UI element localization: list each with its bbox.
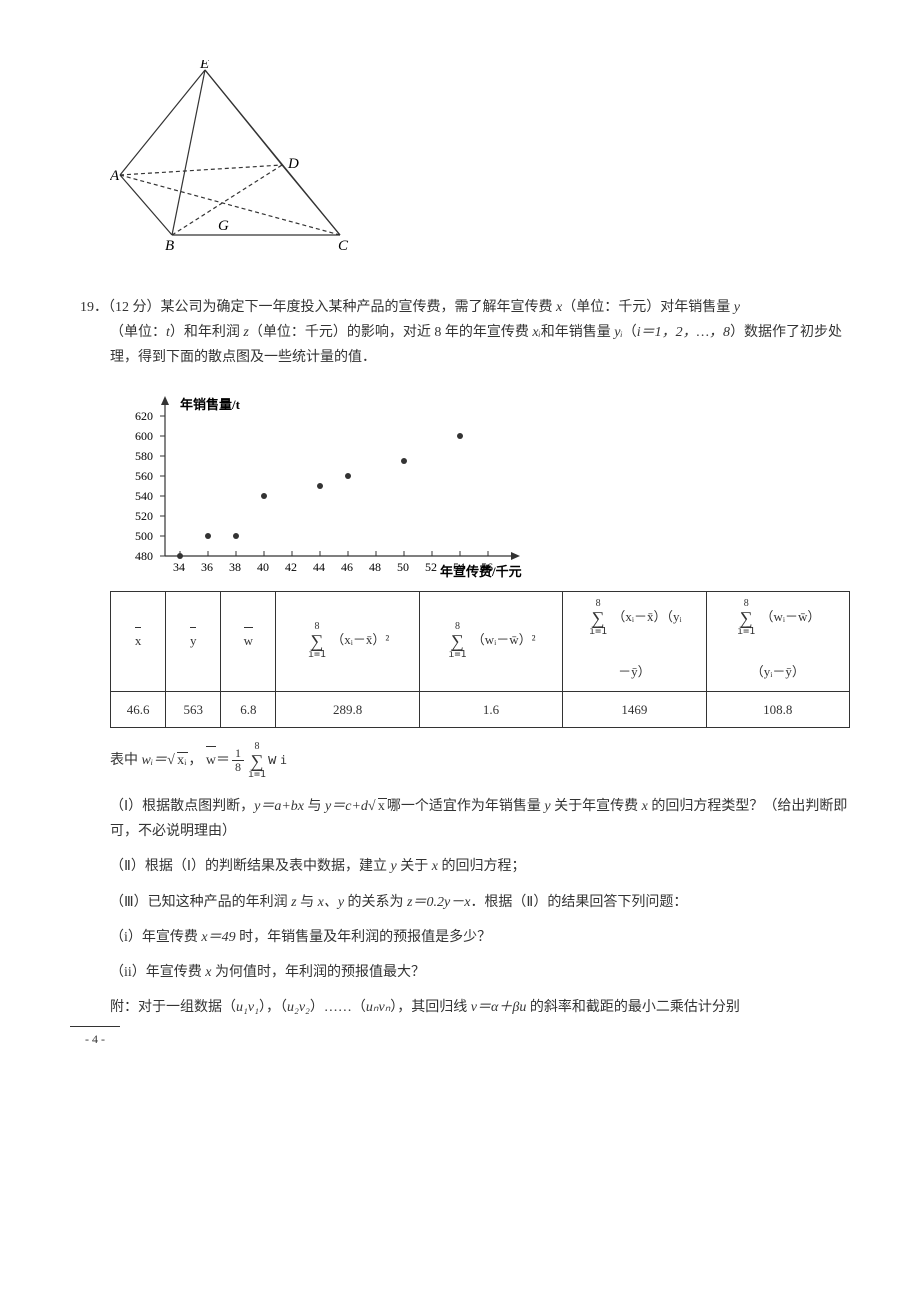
td-v2: 563 (166, 691, 221, 727)
td-v6: 1469 (563, 691, 706, 727)
svg-text:38: 38 (229, 560, 241, 574)
question-3i: （i）年宣传费 x＝49 时，年销售量及年利润的预报值是多少？ (110, 925, 850, 950)
svg-text:48: 48 (369, 560, 381, 574)
appendix: 附：对于一组数据（u₁ν₁），（u₂ν₂）……（uₙνₙ），其回归线 ν＝α＋β… (110, 995, 850, 1020)
table-header-row: x y w 8∑i=1 （xᵢ－x̄）² 8∑i=1 （wᵢ－w̄）² 8∑i=… (111, 591, 850, 691)
svg-text:560: 560 (135, 469, 153, 483)
svg-text:E: E (199, 60, 209, 72)
scatter-plot: 年销售量/t 年宣传费/千元 480500520540560580600620 … (110, 391, 850, 581)
svg-text:50: 50 (397, 560, 409, 574)
svg-text:580: 580 (135, 449, 153, 463)
svg-text:54: 54 (453, 560, 465, 574)
th-ybar: y (166, 591, 221, 691)
svg-text:52: 52 (425, 560, 437, 574)
th-xbar: x (111, 591, 166, 691)
svg-text:44: 44 (313, 560, 325, 574)
svg-text:46: 46 (341, 560, 353, 574)
problem-19: 19．（12 分）某公司为确定下一年度投入某种产品的宣传费，需了解年宣传费 x（… (70, 295, 850, 1020)
page-number: - 4 - (70, 1026, 120, 1051)
svg-text:520: 520 (135, 509, 153, 523)
svg-text:40: 40 (257, 560, 269, 574)
td-v7: 108.8 (706, 691, 849, 727)
svg-text:34: 34 (173, 560, 185, 574)
question-1: （Ⅰ）根据散点图判断，y＝a+bx 与 y＝c+dx哪一个适宜作为年销售量 y … (110, 794, 850, 844)
problem-intro: 19．（12 分）某公司为确定下一年度投入某种产品的宣传费，需了解年宣传费 x（… (80, 295, 850, 320)
svg-text:A: A (110, 168, 120, 184)
svg-text:G: G (218, 218, 229, 234)
th-sum-xy: 8∑i=1 （xᵢ－x̄）（yᵢ －ȳ） (563, 591, 706, 691)
svg-text:B: B (165, 238, 174, 254)
question-3ii: （ii）年宣传费 x 为何值时，年利润的预报值最大？ (110, 960, 850, 985)
question-2: （Ⅱ）根据（Ⅰ）的判断结果及表中数据，建立 y 关于 x 的回归方程； (110, 854, 850, 879)
scatter-svg: 年销售量/t 年宣传费/千元 480500520540560580600620 … (110, 391, 540, 581)
svg-text:56: 56 (481, 560, 493, 574)
td-v5: 1.6 (419, 691, 562, 727)
svg-text:540: 540 (135, 489, 153, 503)
svg-text:C: C (338, 238, 349, 254)
td-v4: 289.8 (276, 691, 419, 727)
td-v3: 6.8 (221, 691, 276, 727)
svg-text:620: 620 (135, 409, 153, 423)
stats-table: x y w 8∑i=1 （xᵢ－x̄）² 8∑i=1 （wᵢ－w̄）² 8∑i=… (110, 591, 850, 728)
svg-text:D: D (287, 156, 299, 172)
svg-text:600: 600 (135, 429, 153, 443)
svg-text:480: 480 (135, 549, 153, 563)
table-value-row: 46.6 563 6.8 289.8 1.6 1469 108.8 (111, 691, 850, 727)
th-sum-xx: 8∑i=1 （xᵢ－x̄）² (276, 591, 419, 691)
geometry-diagram: A B C D E G (110, 60, 850, 255)
th-sum-wy: 8∑i=1 （wᵢ－w̄） （yᵢ－ȳ） (706, 591, 849, 691)
geometry-svg: A B C D E G (110, 60, 370, 255)
td-v1: 46.6 (111, 691, 166, 727)
th-wbar: w (221, 591, 276, 691)
table-note: 表中 wᵢ＝ xᵢ ， w＝ 18 8∑i=1 w i (110, 742, 850, 780)
svg-text:500: 500 (135, 529, 153, 543)
svg-text:年销售量/t: 年销售量/t (180, 397, 241, 412)
svg-text:36: 36 (201, 560, 213, 574)
svg-text:42: 42 (285, 560, 297, 574)
problem-intro-line2: （单位：t）和年利润 z（单位：千元）的影响，对近 8 年的年宣传费 xᵢ和年销… (110, 320, 850, 370)
th-sum-ww: 8∑i=1 （wᵢ－w̄）² (419, 591, 562, 691)
question-3: （Ⅲ）已知这种产品的年利润 z 与 x、y 的关系为 z＝0.2y－x．根据（Ⅱ… (110, 890, 850, 915)
